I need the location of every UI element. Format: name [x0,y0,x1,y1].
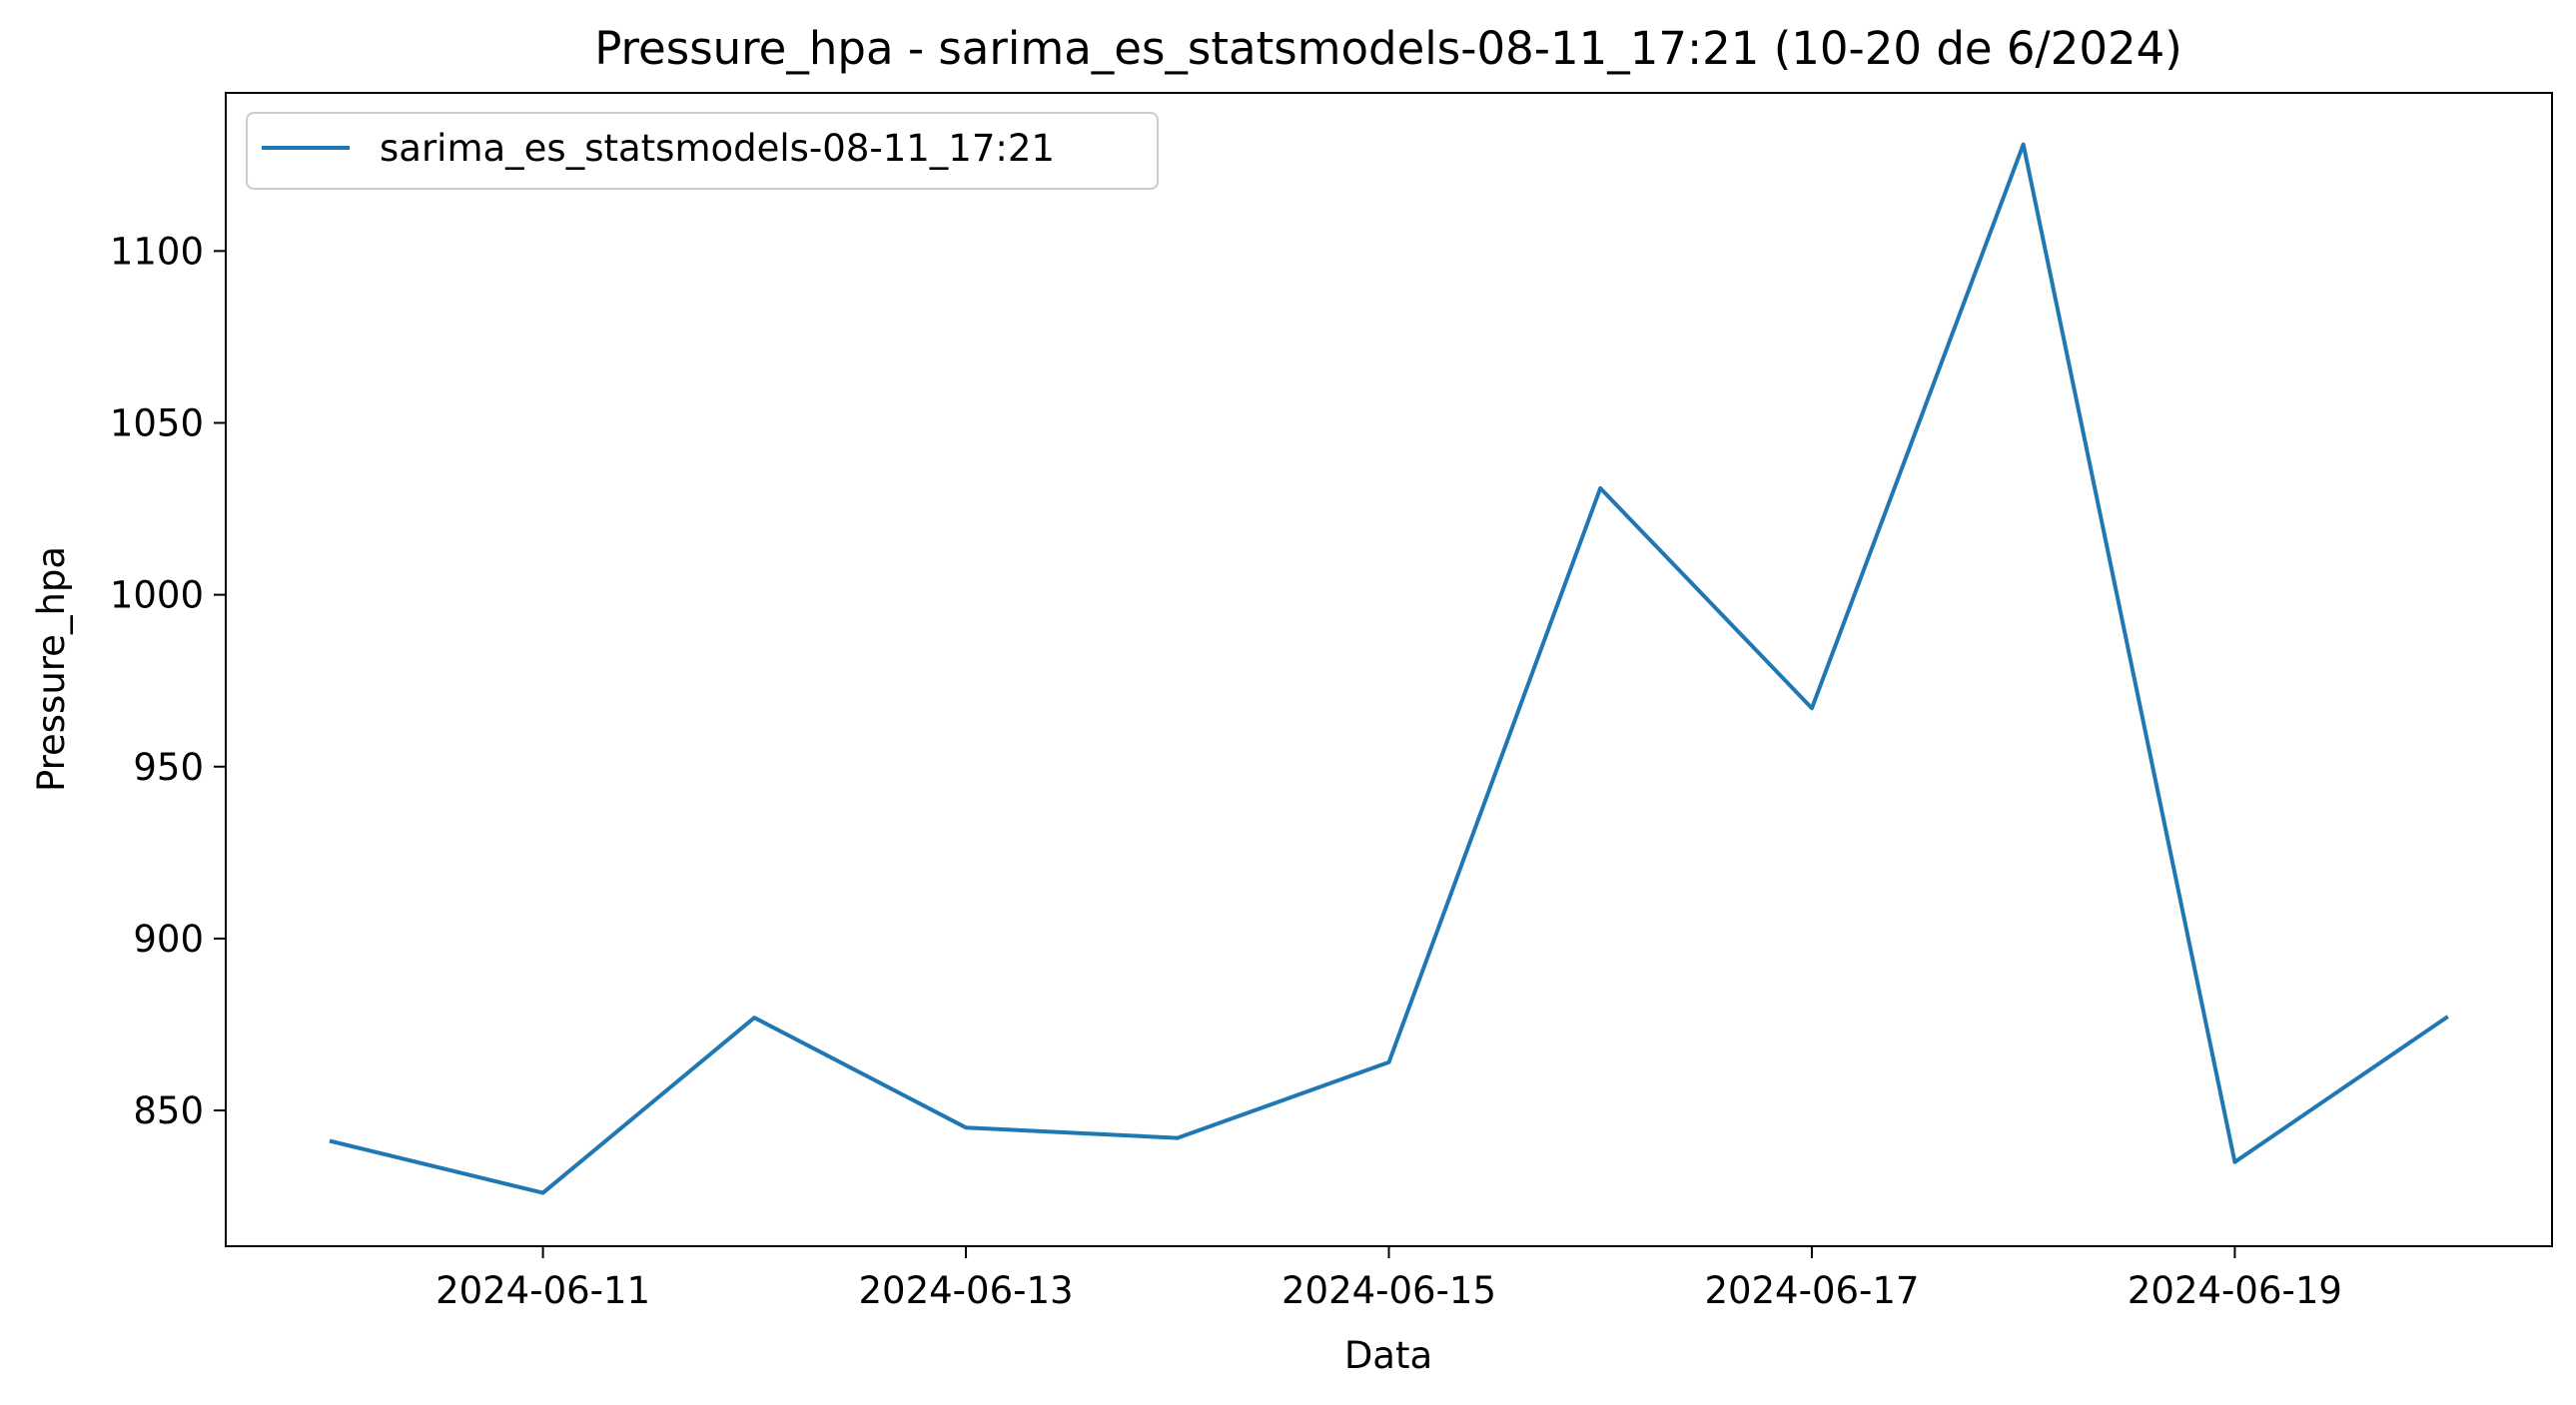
x-axis: 2024-06-11 2024-06-13 2024-06-15 2024-06-17… [435,1246,2342,1312]
series-line [329,142,2449,1195]
legend: sarima_es_statsmodels-08-11_17:21 [246,112,1159,190]
y-tick-label: 850 [133,1089,204,1132]
series-layer [329,142,2449,1195]
y-axis: 850 900 950 1000 1050 1100 [110,230,226,1132]
legend-box [246,112,1159,190]
x-axis-label: Data [1344,1334,1432,1377]
y-tick-label: 1100 [110,230,204,273]
y-tick-label: 900 [133,918,204,961]
y-tick-label: 950 [133,746,204,789]
y-tick-label: 1000 [110,574,204,617]
x-tick-label: 2024-06-15 [1282,1269,1496,1312]
y-tick-label: 1050 [110,401,204,444]
x-tick-label: 2024-06-13 [859,1269,1074,1312]
x-tick-label: 2024-06-11 [435,1269,650,1312]
y-axis-label: Pressure_hpa [30,546,73,792]
x-tick-label: 2024-06-19 [2128,1269,2342,1312]
legend-label: sarima_es_statsmodels-08-11_17:21 [380,127,1055,170]
x-tick-label: 2024-06-17 [1704,1269,1919,1312]
plot-area [225,92,2553,1247]
chart-title: Pressure_hpa - sarima_es_statsmodels-08-… [594,22,2182,75]
